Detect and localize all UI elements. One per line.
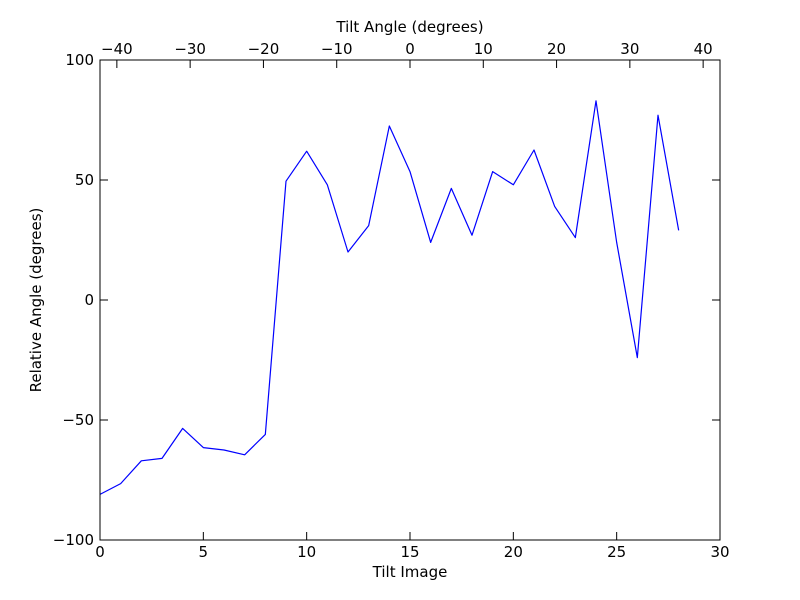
x-tick-label: 30 [710, 543, 729, 561]
top-x-axis-label: Tilt Angle (degrees) [335, 18, 483, 36]
y-tick-label: −100 [53, 531, 94, 549]
top-x-tick-label: 20 [547, 40, 566, 58]
top-x-tick-label: −30 [174, 40, 206, 58]
y-tick-label: 100 [65, 51, 94, 69]
y-tick-label: −50 [62, 411, 94, 429]
x-tick-label: 0 [95, 543, 105, 561]
top-x-tick-label: −40 [101, 40, 133, 58]
y-tick-label: 0 [84, 291, 94, 309]
top-x-tick-label: 0 [405, 40, 415, 58]
x-tick-label: 10 [297, 543, 316, 561]
y-tick-label: 50 [75, 171, 94, 189]
x-tick-label: 20 [504, 543, 523, 561]
top-x-tick-label: 40 [694, 40, 713, 58]
top-x-tick-label: −20 [248, 40, 280, 58]
x-tick-label: 25 [607, 543, 626, 561]
series-line-0 [99, 100, 680, 495]
top-x-tick-label: 30 [620, 40, 639, 58]
x-axis-label: Tilt Image [372, 563, 448, 581]
y-axis-label: Relative Angle (degrees) [27, 208, 45, 393]
top-x-tick-label: 10 [474, 40, 493, 58]
x-tick-label: 15 [400, 543, 419, 561]
plot-area [100, 60, 720, 540]
x-tick-label: 5 [199, 543, 209, 561]
top-x-tick-label: −10 [321, 40, 353, 58]
